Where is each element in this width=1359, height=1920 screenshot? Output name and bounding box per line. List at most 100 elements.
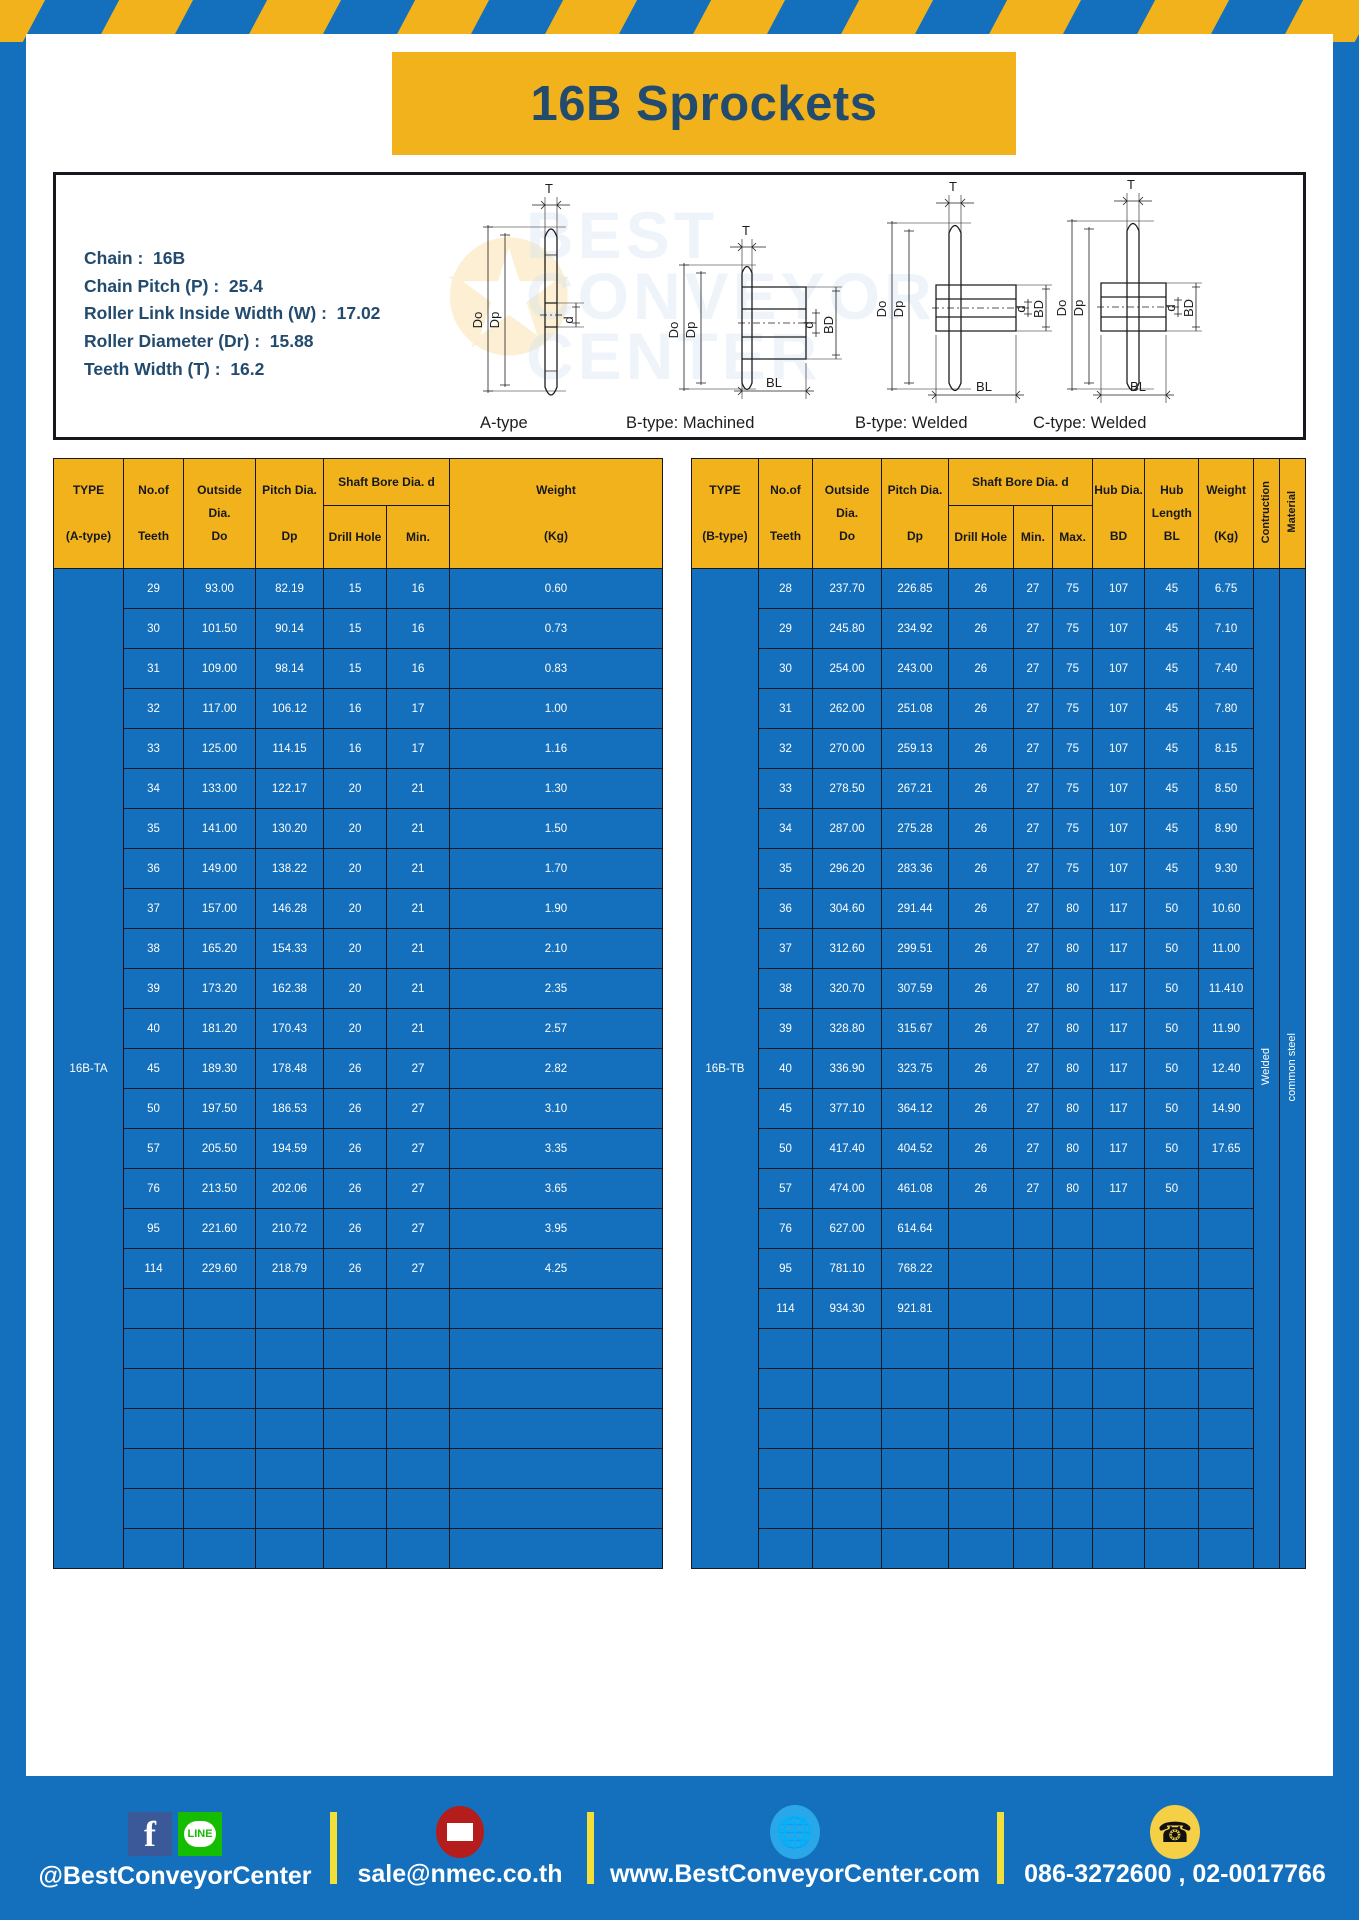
table-row [54,1288,663,1329]
cell [1052,1448,1093,1489]
cell: 29 [757,608,814,649]
cell: 20 [323,888,387,929]
footer-divider [997,1812,1004,1884]
cell: 304.60 [812,888,883,929]
cell [183,1488,256,1529]
table-row: 39 328.80 315.67 26 27 80 117 50 11.90 [692,1008,1306,1049]
cell: 404.52 [881,1128,949,1169]
cell: 0.83 [449,648,663,689]
cell: 107 [1091,648,1146,689]
facebook-icon[interactable]: f [128,1812,172,1856]
cell: 114 [757,1288,814,1329]
website-url[interactable]: www.BestConveyorCenter.com [609,1860,980,1888]
cell: 21 [386,1008,450,1049]
cell: 30 [123,608,184,649]
col-header-teeth: No.of Teeth [757,458,814,569]
table-row: 30 101.50 90.14 15 16 0.73 [54,608,663,649]
cell: 768.22 [881,1248,949,1289]
page-title-banner: 16B Sprockets [392,52,1016,155]
cell: 26 [947,728,1014,769]
cell: 80 [1052,1048,1093,1089]
cell: 315.67 [881,1008,949,1049]
table-row [54,1328,663,1369]
cell: 27 [1012,1088,1054,1129]
cell: 21 [386,808,450,849]
footer-website-block[interactable]: 🌐 www.BestConveyorCenter.com [605,1805,985,1889]
cell [757,1528,814,1569]
cell: 27 [1012,848,1054,889]
diagram-caption-a-type: A-type [480,414,528,432]
cell: 80 [1052,1128,1093,1169]
footer-email-block[interactable]: sale@nmec.co.th [350,1806,570,1889]
cell: 11.410 [1198,968,1254,1009]
dim-label-T: T [545,181,553,196]
cell: 34 [757,808,814,849]
table-row: 95 781.10 768.22 [692,1248,1306,1289]
cell [449,1488,663,1529]
dim-label-d: d [1013,305,1028,312]
footer-facebook-block[interactable]: f LINE @BestConveyorCenter [30,1810,320,1891]
cell: 197.50 [183,1088,256,1129]
social-icons[interactable]: f LINE [128,1810,222,1858]
cell: 251.08 [881,688,949,729]
phone-numbers[interactable]: 086-3272600 , 02-0017766 [1024,1860,1326,1888]
cell [947,1448,1014,1489]
cell: 8.15 [1198,728,1254,769]
cell: 15 [323,608,387,649]
cell: 20 [323,1008,387,1049]
cell: 234.92 [881,608,949,649]
table-row [692,1368,1306,1409]
facebook-handle[interactable]: @BestConveyorCenter [38,1862,312,1890]
cell: 17 [386,688,450,729]
cell: 133.00 [183,768,256,809]
cell [881,1328,949,1369]
line-icon[interactable]: LINE [178,1812,222,1856]
cell: 16 [323,728,387,769]
dim-label-BL: BL [1130,379,1146,394]
cell [1198,1488,1254,1529]
table-row: 114 229.60 218.79 26 27 4.25 [54,1248,663,1289]
cell: 26 [323,1048,387,1089]
cell [386,1528,450,1569]
cell: 328.80 [812,1008,883,1049]
page-sheet: 16B Sprockets ✪ BEST CONVEYOR CENTER Cha… [26,34,1333,1776]
cell: 50 [1144,888,1200,929]
dim-label-BL: BL [976,379,992,394]
cell [1198,1248,1254,1289]
col-header-teeth: No.of Teeth [123,458,184,569]
dim-label-Do: Do [470,312,485,329]
cell: 107 [1091,568,1146,609]
cell: 50 [1144,1128,1200,1169]
cell: 9.30 [1198,848,1254,889]
table-row: 95 221.60 210.72 26 27 3.95 [54,1208,663,1249]
table-row [54,1528,663,1569]
col-header-pitch-dia: Pitch Dia. Dp [255,458,324,569]
cell: 45 [1144,848,1200,889]
cell: 109.00 [183,648,256,689]
specification-list: Chain : 16B Chain Pitch (P) : 25.4 Rolle… [84,245,380,383]
cell [757,1328,814,1369]
cell: 202.06 [255,1168,324,1209]
cell: 270.00 [812,728,883,769]
cell [1012,1328,1054,1369]
cell: 26 [947,928,1014,969]
footer-phone-block[interactable]: ☎ 086-3272600 , 02-0017766 [1010,1805,1340,1889]
cell: 21 [386,968,450,1009]
col-header-drill-hole: Drill Hole [947,505,1014,569]
page-title: 16B Sprockets [530,76,878,131]
table-row: 31 109.00 98.14 15 16 0.83 [54,648,663,689]
cell: 461.08 [881,1168,949,1209]
cell [757,1448,814,1489]
col-header-weight: Weight (Kg) [1198,458,1254,569]
cell: 117 [1091,888,1146,929]
spec-item-roller-link-width: Roller Link Inside Width (W) : 17.02 [84,303,381,324]
cell [255,1288,324,1329]
email-address[interactable]: sale@nmec.co.th [357,1860,563,1888]
cell [323,1488,387,1529]
cell: 27 [386,1168,450,1209]
dim-label-d: d [801,321,816,328]
spec-label: Roller Link Inside Width (W) [84,303,317,324]
cell [255,1328,324,1369]
cell: 14.90 [1198,1088,1254,1129]
table-row: 34 133.00 122.17 20 21 1.30 [54,768,663,809]
